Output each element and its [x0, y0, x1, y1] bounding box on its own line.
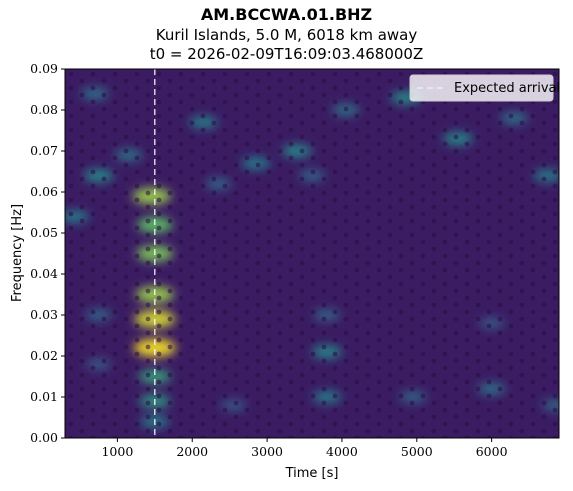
x-axis: 1000 2000 3000 4000 5000 6000 [101, 438, 508, 459]
y-axis: 0.00 0.01 0.02 0.03 0.04 0.05 0.06 0.07 0.08 0.09 [30, 61, 65, 445]
legend-entry-expected-arrival: Expected arrival [454, 81, 560, 96]
chart-subtitle: Kuril Islands, 5.0 M, 6018 km away [155, 26, 418, 44]
x-tick-label: 4000 [326, 444, 358, 459]
y-tick-label: 0.03 [30, 307, 58, 322]
chart-title: AM.BCCWA.01.BHZ [200, 5, 373, 24]
y-tick-label: 0.00 [30, 430, 58, 445]
legend-box [409, 74, 554, 102]
plot-area [65, 69, 559, 438]
y-tick-label: 0.07 [30, 143, 58, 158]
y-tick-label: 0.08 [30, 102, 58, 117]
chart-t0-line: t0 = 2026-02-09T16:09:03.468000Z [149, 45, 424, 63]
y-tick-label: 0.02 [30, 348, 58, 363]
x-tick-label: 1000 [101, 444, 133, 459]
legend: Expected arrival [409, 74, 560, 102]
y-tick-label: 0.05 [30, 225, 58, 240]
y-tick-label: 0.04 [30, 266, 58, 281]
x-tick-label: 2000 [176, 444, 208, 459]
heatmap-texture [65, 69, 559, 438]
x-tick-label: 3000 [251, 444, 283, 459]
y-axis-label: Frequency [Hz] [10, 204, 25, 302]
x-axis-label: Time [s] [285, 466, 339, 481]
x-tick-label: 6000 [476, 444, 508, 459]
y-tick-label: 0.01 [30, 389, 58, 404]
y-tick-label: 0.06 [30, 184, 58, 199]
x-tick-label: 5000 [401, 444, 433, 459]
plot-frame [64, 68, 560, 439]
y-tick-label: 0.09 [30, 61, 58, 76]
